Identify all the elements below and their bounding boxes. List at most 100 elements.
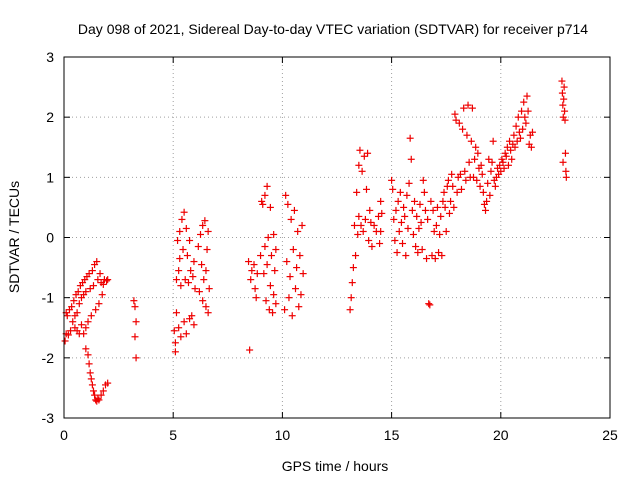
data-point: [445, 209, 453, 217]
data-point: [482, 206, 490, 214]
data-point: [479, 188, 487, 196]
y-tick-label: 3: [46, 49, 54, 65]
data-point: [89, 282, 97, 290]
data-point: [86, 369, 94, 377]
data-point: [197, 230, 204, 238]
data-point: [183, 252, 191, 260]
data-point: [419, 176, 427, 184]
data-point: [286, 273, 294, 281]
data-point: [471, 155, 479, 163]
data-point: [412, 243, 420, 251]
data-point: [393, 249, 401, 257]
data-point: [95, 396, 103, 404]
data-point: [359, 227, 367, 235]
data-point: [131, 303, 139, 311]
data-point: [77, 321, 85, 329]
data-point: [436, 230, 444, 238]
data-point: [403, 191, 411, 199]
x-axis-label: GPS time / hours: [282, 458, 389, 474]
axis-ticks: 0 5 10 15 20 25 -3 -2 -1 0 1 2 3: [42, 49, 618, 443]
data-point: [97, 391, 105, 399]
data-point: [191, 285, 199, 293]
data-point: [486, 191, 494, 199]
data-point: [270, 291, 278, 299]
data-point: [176, 255, 184, 263]
data-point: [350, 221, 358, 229]
data-point: [507, 146, 515, 154]
data-point: [200, 276, 208, 284]
data-point: [61, 337, 69, 345]
data-point: [170, 327, 178, 335]
data-point: [468, 104, 476, 112]
data-point: [203, 246, 211, 254]
data-point: [377, 227, 385, 235]
data-point: [175, 267, 183, 275]
data-point: [503, 143, 511, 151]
data-point: [389, 185, 397, 193]
data-point: [104, 379, 112, 387]
data-point: [408, 206, 416, 214]
data-point: [295, 303, 303, 311]
data-point: [190, 321, 198, 329]
data-point: [263, 182, 271, 190]
data-point: [290, 206, 298, 214]
data-point: [510, 131, 518, 139]
data-point: [438, 252, 446, 260]
data-point: [411, 197, 419, 205]
data-point: [181, 276, 189, 284]
data-point: [418, 246, 426, 254]
data-point: [374, 212, 382, 220]
data-point: [405, 179, 413, 187]
data-point: [435, 249, 443, 257]
data-point: [527, 143, 535, 151]
data-point: [401, 212, 409, 220]
data-point: [355, 161, 363, 169]
data-point: [294, 227, 302, 235]
data-point: [82, 288, 90, 296]
data-point: [428, 252, 436, 260]
data-point: [396, 188, 404, 196]
data-point: [478, 170, 486, 178]
data-point: [561, 116, 569, 124]
data-point: [497, 167, 505, 175]
data-point: [356, 146, 364, 154]
data-point: [477, 161, 485, 169]
data-point: [459, 125, 467, 133]
data-point: [260, 270, 268, 278]
data-point: [424, 215, 432, 223]
data-point: [269, 309, 277, 317]
data-point: [489, 137, 497, 145]
data-point: [245, 258, 253, 266]
data-point: [73, 309, 81, 317]
x-tick-label: 20: [493, 427, 509, 443]
data-point: [392, 206, 400, 214]
data-point: [86, 285, 94, 293]
data-point: [427, 197, 435, 205]
data-point: [485, 155, 493, 163]
data-point: [261, 191, 269, 199]
data-point: [188, 312, 196, 320]
data-point: [132, 354, 140, 362]
data-point: [257, 252, 265, 260]
data-point: [519, 125, 527, 133]
data-point: [248, 267, 256, 275]
data-point: [416, 200, 424, 208]
data-point: [562, 167, 570, 175]
data-point: [261, 243, 269, 251]
data-point: [464, 101, 472, 109]
data-point: [297, 291, 305, 299]
data-point: [182, 330, 190, 338]
data-point: [413, 212, 421, 220]
data-point: [450, 203, 458, 211]
data-point: [402, 252, 410, 260]
data-point: [84, 318, 92, 326]
data-point: [364, 149, 372, 157]
data-point: [292, 285, 300, 293]
data-point: [414, 249, 422, 257]
data-point: [520, 98, 528, 106]
data-point: [365, 237, 373, 245]
data-point: [417, 218, 425, 226]
y-tick-label: 2: [46, 109, 54, 125]
data-point: [362, 185, 370, 193]
